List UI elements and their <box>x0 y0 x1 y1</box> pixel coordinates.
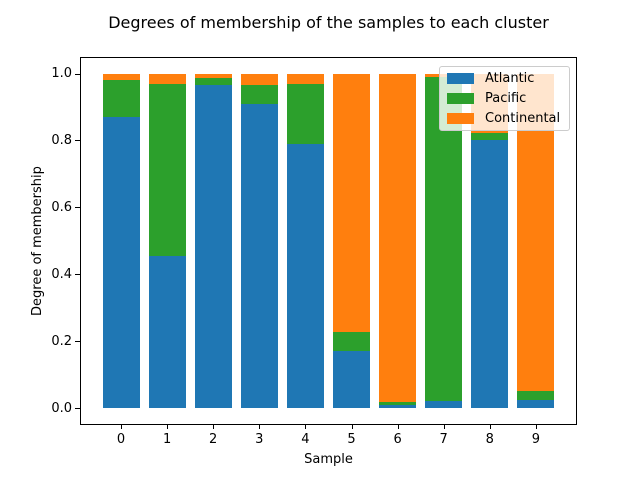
legend-label-pacific: Pacific <box>485 90 527 106</box>
bar-segment-atlantic-sample-8 <box>471 140 509 408</box>
bar-segment-pacific-sample-6 <box>379 402 417 405</box>
x-tick-label-8: 8 <box>485 432 494 447</box>
bar-segment-atlantic-sample-2 <box>194 85 232 408</box>
bar-segment-continental-sample-5 <box>333 73 370 333</box>
legend-label-continental: Continental <box>485 110 561 126</box>
x-tick-label-9: 9 <box>531 432 541 447</box>
y-tick-0.4 <box>75 274 80 276</box>
x-tick-2 <box>213 424 215 429</box>
bar-segment-atlantic-sample-1 <box>148 255 186 408</box>
x-tick-label-1: 1 <box>162 432 172 447</box>
legend: Atlantic Pacific Continental <box>439 66 570 131</box>
y-tick-label-1.0: 1.0 <box>51 66 72 82</box>
y-tick-label-0.8: 0.8 <box>51 132 72 148</box>
x-tick-3 <box>259 424 261 429</box>
bar-segment-continental-sample-2 <box>194 73 232 78</box>
bar-segment-pacific-sample-5 <box>333 332 370 352</box>
bar-segment-atlantic-sample-0 <box>102 117 140 408</box>
bar-segment-continental-sample-0 <box>102 73 140 81</box>
bar-segment-pacific-sample-3 <box>240 85 278 104</box>
bar-segment-pacific-sample-4 <box>286 84 324 144</box>
x-tick-6 <box>397 424 399 429</box>
bar-segment-atlantic-sample-6 <box>379 404 417 408</box>
x-tick-7 <box>443 424 445 429</box>
x-tick-label-5: 5 <box>347 432 356 447</box>
y-tick-0.8 <box>75 140 80 142</box>
x-tick-4 <box>305 424 307 429</box>
y-axis-label: Degree of membership <box>30 166 45 316</box>
x-tick-8 <box>489 424 491 429</box>
bar-segment-atlantic-sample-5 <box>333 351 370 408</box>
x-tick-0 <box>121 424 122 429</box>
axes-frame <box>80 57 577 425</box>
y-tick-label-0.4: 0.4 <box>51 266 72 282</box>
y-tick-0.6 <box>75 207 80 209</box>
bar-segment-continental-sample-6 <box>379 73 417 403</box>
x-tick-9 <box>535 424 537 429</box>
y-tick-0.0 <box>75 408 80 409</box>
x-tick-label-6: 6 <box>393 432 402 447</box>
bar-segment-pacific-sample-8 <box>471 133 509 141</box>
legend-item-atlantic: Atlantic <box>447 71 562 86</box>
x-axis-label: Sample <box>304 452 353 467</box>
bar-segment-atlantic-sample-4 <box>286 143 324 408</box>
bar-segment-continental-sample-1 <box>148 73 186 84</box>
y-tick-0.2 <box>75 341 80 343</box>
bar-segment-pacific-sample-2 <box>194 77 232 86</box>
legend-item-pacific: Pacific <box>447 91 562 106</box>
bar-segment-atlantic-sample-7 <box>425 401 463 408</box>
bar-segment-atlantic-sample-9 <box>517 399 555 408</box>
y-tick-label-0.6: 0.6 <box>51 199 72 215</box>
y-tick-label-0.2: 0.2 <box>51 333 72 349</box>
bar-segment-atlantic-sample-3 <box>240 103 278 408</box>
x-tick-label-0: 0 <box>116 432 126 447</box>
bar-segment-pacific-sample-9 <box>517 391 555 400</box>
bar-segment-continental-sample-3 <box>240 73 278 86</box>
legend-swatch-pacific <box>447 92 474 104</box>
x-tick-label-2: 2 <box>209 432 218 447</box>
y-tick-1.0 <box>75 73 80 75</box>
chart-title: Degrees of membership of the samples to … <box>108 13 549 32</box>
x-tick-label-4: 4 <box>301 432 310 447</box>
bar-segment-continental-sample-4 <box>286 73 324 85</box>
x-tick-label-3: 3 <box>255 432 264 447</box>
bar-segment-pacific-sample-1 <box>148 83 186 256</box>
x-tick-5 <box>351 424 353 429</box>
y-tick-label-0.0: 0.0 <box>51 400 72 416</box>
legend-swatch-continental <box>447 112 474 124</box>
x-tick-label-7: 7 <box>439 432 448 447</box>
legend-swatch-atlantic <box>447 73 474 85</box>
legend-item-continental: Continental <box>447 111 562 126</box>
x-tick-1 <box>167 424 169 429</box>
bar-segment-pacific-sample-0 <box>102 80 140 118</box>
legend-label-atlantic: Atlantic <box>485 71 535 87</box>
